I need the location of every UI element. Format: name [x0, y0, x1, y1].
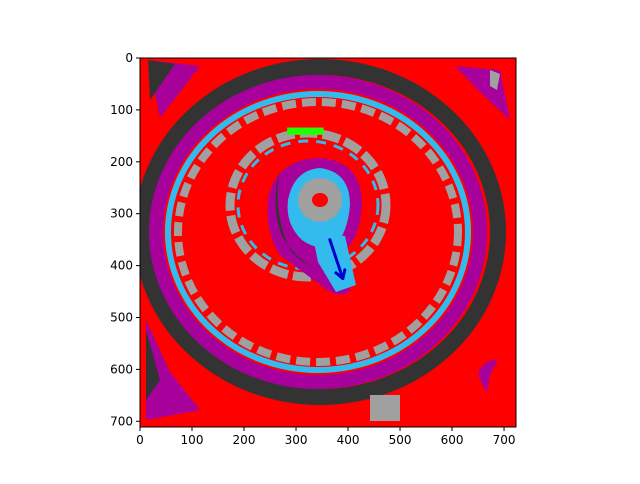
y-tick-label: 400: [110, 259, 133, 273]
x-tick-label: 700: [493, 433, 516, 447]
y-tick-label: 700: [110, 414, 133, 428]
bottom-gray-patch: [370, 395, 400, 421]
x-tick-label: 400: [337, 433, 360, 447]
axes-frame: [139, 57, 517, 428]
y-axis: 0 100 200 300 400 500 600 700: [110, 51, 140, 428]
y-tick-label: 200: [110, 155, 133, 169]
outer-magenta-ring: [149, 75, 487, 389]
outer-cyan-ring: [165, 91, 471, 373]
x-tick-label: 100: [181, 433, 204, 447]
x-tick-label: 0: [136, 433, 144, 447]
inner-cyan-ring: [236, 139, 380, 271]
corner-dark-bottom-left: [146, 330, 160, 400]
x-tick-label: 600: [441, 433, 464, 447]
top-right-speck: [490, 70, 500, 90]
green-bar-annotation: [287, 127, 324, 135]
x-axis: 0 100 200 300 400 500 600 700: [136, 427, 515, 447]
right-hook-fragment: [478, 359, 498, 392]
corner-fragment-bottom-left: [146, 320, 200, 420]
lower-cyan-tail: [312, 232, 356, 292]
heatmap-image: [140, 58, 516, 427]
y-tick-label: 0: [125, 51, 133, 65]
y-tick-label: 600: [110, 362, 133, 376]
blue-arrow-annotation: [328, 238, 347, 281]
y-tick-label: 300: [110, 207, 133, 221]
x-tick-label: 200: [233, 433, 256, 447]
outer-dark-ring: [140, 59, 506, 405]
x-tick-label: 300: [285, 433, 308, 447]
corner-dark-top-left: [148, 60, 175, 100]
central-red-dot: [312, 193, 328, 207]
x-tick-label: 500: [389, 433, 412, 447]
outer-gray-ring: [174, 98, 462, 366]
y-tick-label: 100: [110, 103, 133, 117]
y-tick-label: 500: [110, 310, 133, 324]
